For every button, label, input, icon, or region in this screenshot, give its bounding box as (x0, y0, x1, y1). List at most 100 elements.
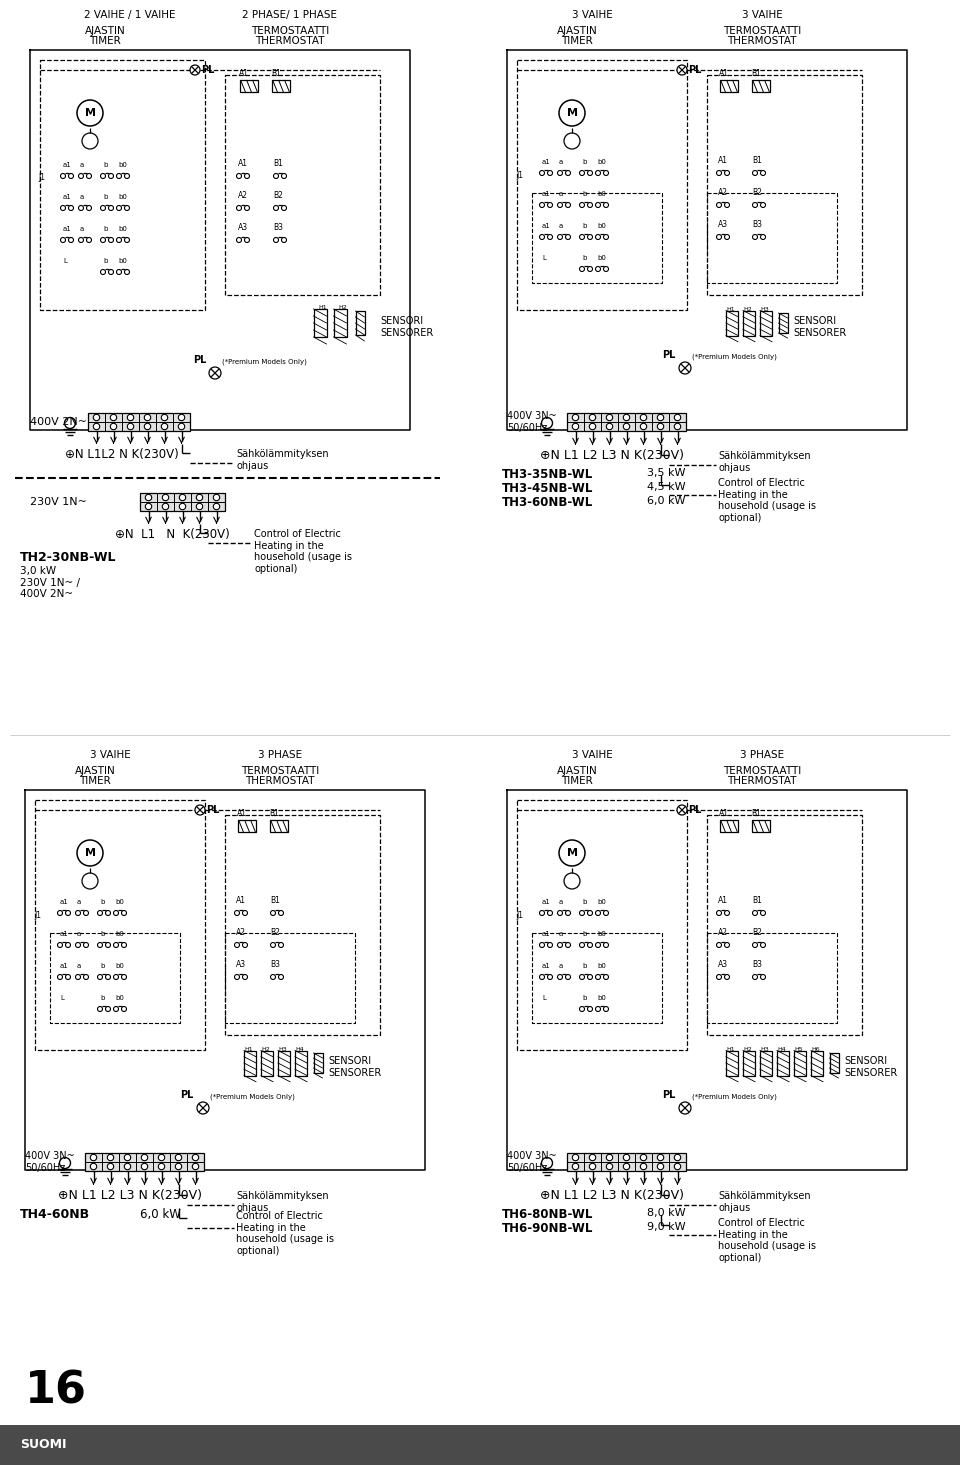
Circle shape (541, 1157, 553, 1169)
Text: Sähkölämmityksen
ohjaus: Sähkölämmityksen ohjaus (718, 451, 811, 473)
Text: A2: A2 (718, 927, 728, 938)
Circle shape (274, 237, 278, 243)
Circle shape (588, 942, 592, 948)
Circle shape (580, 942, 585, 948)
Circle shape (116, 205, 122, 211)
Text: B3: B3 (273, 223, 283, 231)
Circle shape (98, 1006, 103, 1011)
Circle shape (547, 911, 553, 916)
Circle shape (572, 1154, 579, 1160)
Text: AJASTIN: AJASTIN (557, 766, 597, 776)
Text: b: b (582, 255, 587, 261)
Circle shape (540, 911, 544, 916)
Circle shape (64, 418, 76, 428)
Circle shape (725, 942, 730, 948)
Circle shape (76, 911, 81, 916)
Circle shape (98, 911, 103, 916)
Circle shape (547, 202, 553, 208)
Bar (743, 311, 755, 335)
Circle shape (116, 270, 122, 274)
Text: b0: b0 (115, 930, 124, 938)
Bar (779, 314, 787, 333)
Text: a: a (80, 226, 84, 231)
Circle shape (271, 911, 276, 916)
Text: a1: a1 (60, 963, 69, 968)
Circle shape (158, 1163, 165, 1169)
Bar (314, 309, 326, 337)
Circle shape (572, 1163, 579, 1169)
Text: B1: B1 (271, 69, 281, 78)
Circle shape (558, 911, 563, 916)
Bar (829, 1053, 838, 1072)
Circle shape (760, 170, 765, 176)
Text: M: M (566, 108, 578, 119)
Text: H3: H3 (760, 308, 769, 312)
Circle shape (580, 1006, 585, 1011)
Circle shape (558, 202, 563, 208)
Text: TH3-60NB-WL: TH3-60NB-WL (502, 497, 593, 508)
Bar (244, 1050, 256, 1075)
Text: 3 PHASE: 3 PHASE (740, 750, 784, 760)
Circle shape (108, 1163, 113, 1169)
Circle shape (101, 173, 106, 179)
Text: H6: H6 (811, 1047, 820, 1052)
Text: a1: a1 (63, 193, 72, 201)
Text: ⊕N  L1   N  K(230V): ⊕N L1 N K(230V) (115, 527, 229, 541)
Text: M: M (84, 848, 95, 858)
Text: A1: A1 (237, 809, 247, 817)
Text: PL: PL (688, 804, 702, 815)
Text: TERMOSTAATTI: TERMOSTAATTI (251, 26, 329, 37)
Circle shape (122, 911, 127, 916)
Circle shape (565, 234, 570, 239)
Circle shape (565, 974, 570, 980)
Text: PL: PL (688, 64, 702, 75)
Text: ⊕N L1 L2 L3 N K(230V): ⊕N L1 L2 L3 N K(230V) (58, 1190, 202, 1201)
Circle shape (753, 942, 757, 948)
Circle shape (604, 942, 609, 948)
Bar (295, 1050, 307, 1075)
Text: B2: B2 (752, 188, 762, 196)
Text: H1: H1 (244, 1047, 252, 1052)
Text: PL: PL (201, 64, 214, 75)
Circle shape (658, 1154, 663, 1160)
Text: A3: A3 (718, 960, 728, 968)
Circle shape (540, 974, 544, 980)
Circle shape (604, 267, 609, 271)
Circle shape (716, 234, 722, 239)
Text: PL: PL (193, 355, 206, 365)
Circle shape (760, 911, 765, 916)
Text: H4: H4 (295, 1047, 303, 1052)
Text: a1: a1 (63, 163, 72, 168)
Circle shape (234, 911, 239, 916)
Circle shape (588, 974, 592, 980)
Text: A1: A1 (719, 69, 729, 78)
Circle shape (558, 942, 563, 948)
Text: b: b (582, 930, 587, 938)
Circle shape (674, 415, 681, 420)
Text: a: a (559, 930, 564, 938)
Bar (760, 311, 772, 335)
Circle shape (588, 234, 592, 239)
Circle shape (58, 974, 62, 980)
Text: 6,0 kW: 6,0 kW (647, 497, 685, 505)
Text: b0: b0 (597, 900, 606, 905)
Circle shape (65, 911, 70, 916)
Text: SENSORI
SENSORER: SENSORI SENSORER (793, 316, 847, 337)
Text: 3 PHASE: 3 PHASE (258, 750, 302, 760)
Circle shape (588, 911, 592, 916)
Circle shape (547, 170, 553, 176)
Circle shape (753, 974, 757, 980)
Text: a1: a1 (63, 226, 72, 231)
Circle shape (162, 494, 169, 501)
Circle shape (753, 234, 757, 239)
Text: H1: H1 (726, 1047, 734, 1052)
Bar (85, 1153, 204, 1171)
Text: L: L (63, 258, 67, 264)
Circle shape (141, 1154, 148, 1160)
Text: SENSORI
SENSORER: SENSORI SENSORER (328, 1056, 381, 1078)
Circle shape (595, 942, 601, 948)
Text: B1: B1 (269, 809, 278, 817)
Bar (314, 1053, 323, 1072)
Circle shape (564, 133, 580, 149)
Circle shape (84, 911, 88, 916)
